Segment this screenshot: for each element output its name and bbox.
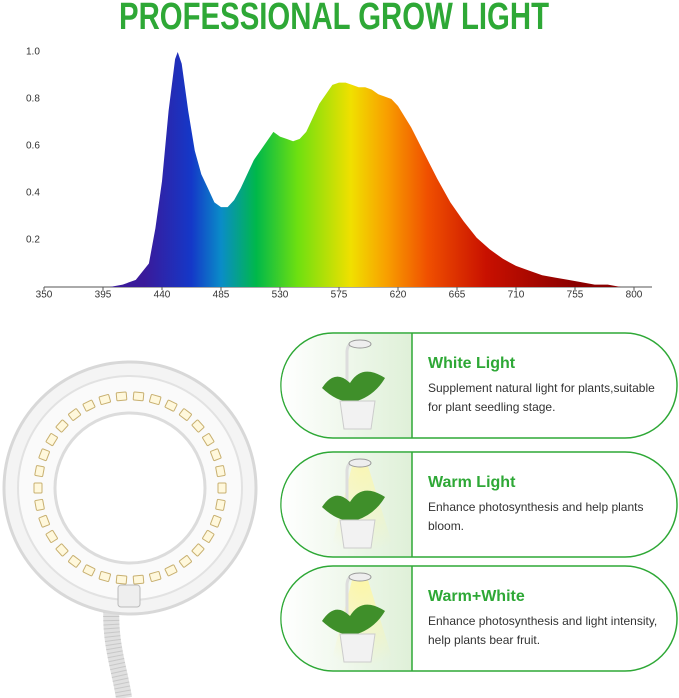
panel-title: White Light: [428, 355, 516, 372]
lamp-head: [348, 458, 372, 468]
x-tick-label: 395: [95, 290, 112, 301]
led: [191, 419, 205, 433]
led: [132, 574, 145, 585]
led: [215, 498, 226, 511]
panel-description: Enhance photosynthesis and light intensi…: [428, 614, 658, 647]
plant-leaves: [322, 490, 385, 521]
spectrum-area: [44, 52, 634, 287]
chart-title: PROFESSIONAL GROW LIGHT: [119, 0, 549, 38]
panel-shapes: [280, 332, 678, 672]
x-tick-label: 485: [213, 290, 230, 301]
y-tick-label: 0.6: [26, 141, 40, 152]
led: [210, 514, 222, 528]
x-tick-label: 350: [36, 290, 53, 301]
led: [178, 408, 192, 421]
led: [164, 564, 178, 577]
led: [82, 399, 96, 412]
x-tick-label: 710: [508, 290, 525, 301]
x-tick-label: 620: [390, 290, 407, 301]
lamp-head: [348, 572, 372, 582]
led: [98, 394, 111, 405]
led: [115, 574, 128, 585]
led: [34, 498, 45, 511]
x-tick-label: 530: [272, 290, 289, 301]
led: [132, 391, 145, 402]
led: [191, 543, 205, 557]
x-tick-label: 755: [567, 290, 584, 301]
plant-leaves: [322, 371, 385, 402]
led: [68, 408, 82, 421]
y-tick-label: 0.4: [26, 188, 40, 199]
led: [202, 529, 215, 543]
led: [164, 399, 178, 412]
led: [68, 555, 82, 568]
plant-pot: [339, 633, 376, 663]
y-tick-label: 0.2: [26, 235, 40, 246]
led: [202, 433, 215, 447]
led: [215, 465, 226, 478]
plant-pot: [339, 400, 376, 430]
x-tick-label: 575: [331, 290, 348, 301]
led: [33, 482, 43, 494]
ring-lamp: [2, 360, 258, 698]
led: [149, 394, 162, 405]
panel-description: Enhance photosynthesis and help plants b…: [428, 500, 644, 533]
x-tick-label: 665: [449, 290, 466, 301]
led: [178, 555, 192, 568]
led: [55, 543, 69, 557]
plant-pot: [339, 519, 376, 549]
led: [98, 571, 111, 582]
led: [149, 571, 162, 582]
led: [115, 391, 128, 402]
plant-leaves: [322, 604, 385, 635]
led: [45, 529, 58, 543]
panel-title: Warm Light: [428, 474, 516, 491]
led: [38, 448, 50, 462]
led: [210, 448, 222, 462]
lamp-head: [348, 339, 372, 349]
led: [45, 433, 58, 447]
y-tick-label: 0.8: [26, 94, 40, 105]
led: [82, 564, 96, 577]
panel-description: Supplement natural light for plants,suit…: [428, 381, 655, 414]
x-tick-label: 800: [626, 290, 643, 301]
led: [217, 482, 227, 494]
y-tick-label: 1.0: [26, 47, 40, 58]
panel-title: Warm+White: [428, 588, 525, 605]
led: [34, 465, 45, 478]
led: [38, 514, 50, 528]
x-tick-label: 440: [154, 290, 171, 301]
led: [55, 419, 69, 433]
